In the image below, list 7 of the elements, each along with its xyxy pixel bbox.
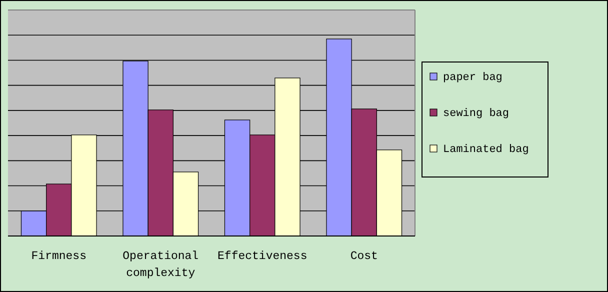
legend-label: Laminated bag xyxy=(443,144,529,156)
x-tick-label: Effectiveness xyxy=(218,250,308,263)
x-tick-label: Firmness xyxy=(31,250,86,263)
x-tick-label: Cost xyxy=(350,250,378,263)
x-tick-label: Operational complexity xyxy=(122,250,199,280)
legend-label: paper bag xyxy=(443,72,502,84)
legend-label: sewing bag xyxy=(443,108,510,120)
